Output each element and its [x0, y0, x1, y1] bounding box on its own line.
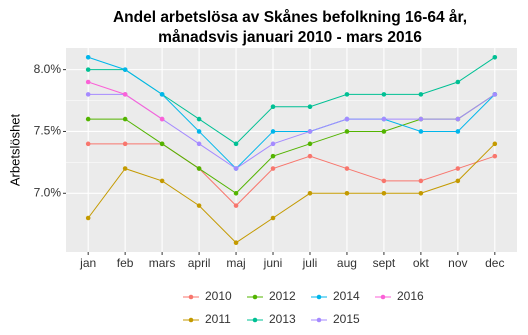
legend-swatch: [188, 294, 194, 300]
series-line: [87, 143, 496, 244]
data-point: [455, 129, 461, 134]
data-point: [122, 166, 128, 171]
series-line: [88, 56, 496, 170]
chart-title: månadsvis januari 2010 - mars 2016: [158, 29, 422, 46]
data-point: [381, 190, 387, 196]
x-tick-label: juli: [302, 256, 318, 270]
legend-label: 2014: [333, 289, 360, 303]
x-tick-label: dec: [485, 256, 504, 270]
data-point: [418, 190, 424, 196]
data-point: [344, 92, 350, 97]
data-point: [196, 129, 202, 134]
data-point: [85, 67, 91, 72]
data-point: [381, 178, 387, 184]
data-point: [344, 116, 350, 122]
data-point: [270, 129, 276, 134]
data-point: [307, 153, 313, 159]
data-point: [455, 166, 461, 171]
legend-swatch: [252, 317, 258, 323]
data-point: [159, 116, 165, 122]
data-point: [307, 141, 313, 147]
data-point: [270, 166, 276, 171]
data-point: [85, 54, 91, 60]
data-point: [381, 92, 387, 97]
data-point: [85, 116, 91, 122]
data-point: [196, 141, 202, 147]
legend-label: 2011: [205, 312, 231, 326]
data-point: [455, 116, 461, 122]
x-tick-label: maj: [226, 256, 245, 270]
legend-label: 2010: [205, 289, 232, 303]
data-point: [122, 67, 128, 72]
data-point: [159, 92, 165, 97]
data-point: [344, 129, 350, 134]
x-tick-label: april: [188, 256, 211, 270]
data-point: [307, 190, 313, 196]
data-point: [233, 190, 239, 196]
data-point: [233, 203, 239, 208]
data-point: [307, 129, 313, 134]
x-tick-label: juni: [263, 256, 283, 270]
data-point: [492, 92, 498, 97]
data-point: [85, 141, 91, 147]
legend-label: 2013: [269, 312, 296, 326]
data-point: [270, 141, 276, 147]
y-tick-label: 8.0%: [34, 62, 62, 76]
data-point: [455, 79, 461, 85]
data-point: [196, 203, 202, 208]
chart-title: Andel arbetslösa av Skånes befolkning 16…: [113, 9, 467, 26]
data-point: [492, 54, 498, 60]
data-point: [85, 215, 91, 221]
x-tick-label: mars: [149, 256, 176, 270]
legend-swatch: [316, 294, 322, 300]
x-tick-label: aug: [337, 256, 357, 270]
legend-swatch: [252, 294, 258, 300]
y-tick-label: 7.5%: [34, 124, 62, 138]
data-point: [418, 92, 424, 97]
x-tick-label: sept: [373, 256, 396, 270]
x-tick-label: feb: [117, 256, 134, 270]
data-point: [233, 141, 239, 147]
data-point: [307, 104, 313, 110]
x-tick-label: nov: [448, 256, 467, 270]
data-point: [381, 129, 387, 134]
data-point: [418, 178, 424, 184]
data-point: [85, 92, 91, 97]
data-point: [159, 178, 165, 184]
data-point: [196, 166, 202, 171]
legend-label: 2012: [269, 289, 296, 303]
data-point: [233, 240, 239, 246]
legend-swatch: [380, 294, 386, 300]
legend-label: 2015: [333, 312, 360, 326]
x-tick-label: okt: [413, 256, 430, 270]
series-line: [88, 143, 495, 207]
data-point: [122, 116, 128, 122]
data-point: [492, 141, 498, 147]
data-point: [455, 178, 461, 184]
x-tick-label: jan: [79, 256, 96, 270]
data-point: [196, 116, 202, 122]
data-point: [344, 190, 350, 196]
legend-swatch: [188, 317, 194, 323]
data-point: [492, 153, 498, 159]
legend-label: 2016: [397, 289, 424, 303]
data-point: [381, 116, 387, 122]
data-point: [85, 79, 91, 85]
y-tick-label: 7.0%: [34, 185, 62, 199]
data-point: [233, 166, 239, 171]
data-point: [159, 141, 165, 147]
data-point: [344, 166, 350, 171]
data-point: [418, 129, 424, 134]
data-point: [418, 116, 424, 122]
data-point: [270, 153, 276, 159]
data-point: [270, 215, 276, 221]
y-axis-title: Arbetslöshet: [7, 113, 22, 186]
data-point: [270, 104, 276, 110]
legend-swatch: [316, 317, 322, 323]
data-point: [122, 141, 128, 147]
data-point: [122, 92, 128, 97]
